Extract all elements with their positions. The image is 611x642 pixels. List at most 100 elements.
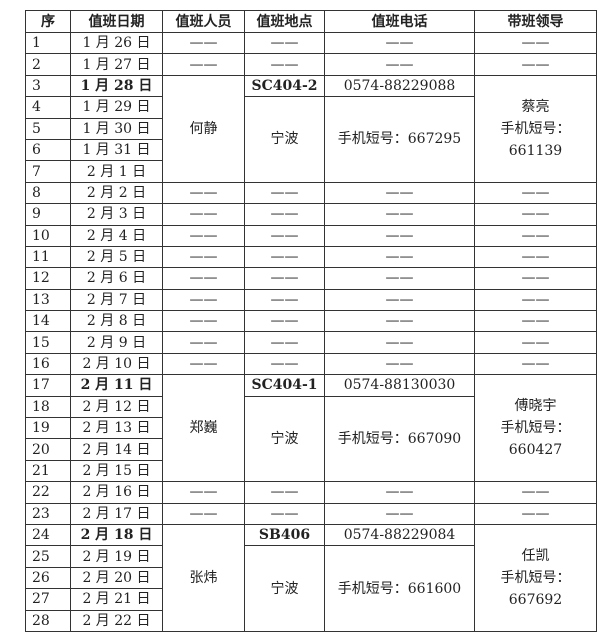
leader-cell: 傅晓宇 手机短号： 660427 bbox=[474, 374, 597, 483]
phone-empty: —— bbox=[324, 245, 475, 269]
location-empty: —— bbox=[244, 288, 325, 312]
location-empty: —— bbox=[244, 352, 325, 376]
leader-empty: —— bbox=[474, 481, 597, 504]
person-empty: —— bbox=[162, 203, 245, 226]
leader-empty: —— bbox=[474, 203, 597, 226]
row-number: 12 bbox=[25, 267, 71, 290]
person-empty: —— bbox=[162, 288, 245, 312]
row-number: 5 bbox=[25, 117, 71, 140]
table-row: 24 2 月 18 日张炜 SB406 0574-88229084 任凯 手机短号： 667… bbox=[25, 523, 597, 632]
duty-date: 2 月 14 日 bbox=[70, 438, 163, 461]
leader-name: 任凯 bbox=[521, 547, 550, 564]
row-number: 15 bbox=[25, 331, 71, 354]
leader-empty: —— bbox=[474, 502, 597, 525]
leader-empty: —— bbox=[474, 310, 597, 333]
duty-date: 2 月 7 日 bbox=[70, 288, 163, 312]
duty-date: 2 月 12 日 bbox=[70, 395, 163, 419]
duty-date: 2 月 10 日 bbox=[70, 352, 163, 376]
location-code: SC404-2 bbox=[244, 74, 325, 98]
short-phone: 手机短号：667295 bbox=[324, 96, 475, 183]
duty-location: 宁波 bbox=[244, 395, 325, 483]
header-location: 值班地点 bbox=[244, 10, 325, 33]
row-number: 1 bbox=[25, 31, 71, 55]
table-row: 22 2 月 16 日 —— —— —— —— bbox=[25, 481, 597, 504]
leader-empty: —— bbox=[474, 267, 597, 290]
person-empty: —— bbox=[162, 31, 245, 55]
row-number: 7 bbox=[25, 160, 71, 183]
row-number: 20 bbox=[25, 438, 71, 461]
row-number: 26 bbox=[25, 566, 71, 590]
leader-empty: —— bbox=[474, 31, 597, 55]
location-empty: —— bbox=[244, 245, 325, 269]
table-row: 21 2 月 15 日 bbox=[25, 459, 597, 483]
duty-date: 2 月 11 日 bbox=[70, 374, 163, 397]
duty-location: 宁波 bbox=[244, 545, 325, 632]
row-number: 13 bbox=[25, 288, 71, 312]
duty-date: 1 月 26 日 bbox=[70, 31, 163, 55]
person-empty: —— bbox=[162, 331, 245, 354]
phone-empty: —— bbox=[324, 203, 475, 226]
location-empty: —— bbox=[244, 31, 325, 55]
phone-empty: —— bbox=[324, 331, 475, 354]
phone-empty: —— bbox=[324, 181, 475, 205]
row-number: 2 bbox=[25, 53, 71, 76]
duty-location: 宁波 bbox=[244, 96, 325, 183]
leader-empty: —— bbox=[474, 224, 597, 247]
duty-date: 2 月 21 日 bbox=[70, 588, 163, 611]
person-empty: —— bbox=[162, 310, 245, 333]
row-number: 27 bbox=[25, 588, 71, 611]
location-empty: —— bbox=[244, 203, 325, 226]
row-number: 4 bbox=[25, 96, 71, 119]
leader-short-number: 661139 bbox=[508, 142, 563, 159]
row-number: 14 bbox=[25, 310, 71, 333]
duty-date: 2 月 5 日 bbox=[70, 245, 163, 269]
duty-date: 2 月 1 日 bbox=[70, 160, 163, 183]
location-empty: —— bbox=[244, 53, 325, 76]
location-code: SC404-1 bbox=[244, 374, 325, 397]
leader-empty: —— bbox=[474, 245, 597, 269]
phone-empty: —— bbox=[324, 267, 475, 290]
row-number: 28 bbox=[25, 609, 71, 632]
duty-date: 2 月 3 日 bbox=[70, 203, 163, 226]
leader-short-label: 手机短号： bbox=[500, 420, 571, 437]
duty-date: 1 月 27 日 bbox=[70, 53, 163, 76]
duty-date: 2 月 18 日 bbox=[70, 523, 163, 547]
phone-empty: —— bbox=[324, 310, 475, 333]
row-number: 18 bbox=[25, 395, 71, 419]
duty-date: 2 月 13 日 bbox=[70, 417, 163, 440]
header-leader: 带班领导 bbox=[474, 10, 597, 33]
row-number: 3 bbox=[25, 74, 71, 98]
table-row: 13 2 月 7 日 —— —— —— —— bbox=[25, 288, 597, 312]
table-row: 14 2 月 8 日 —— —— —— —— bbox=[25, 310, 597, 333]
duty-person: 张炜 bbox=[162, 523, 245, 632]
table-row: 28 2 月 22 日 bbox=[25, 609, 597, 632]
duty-person: 郑巍 bbox=[162, 374, 245, 483]
phone-empty: —— bbox=[324, 352, 475, 376]
row-number: 24 bbox=[25, 523, 71, 547]
duty-person: 何静 bbox=[162, 74, 245, 183]
duty-date: 2 月 9 日 bbox=[70, 331, 163, 354]
table-row: 17 2 月 11 日郑巍 SC404-1 0574-88130030 傅晓宇 手机短号：… bbox=[25, 374, 597, 483]
phone-empty: —— bbox=[324, 481, 475, 504]
duty-date: 2 月 15 日 bbox=[70, 459, 163, 483]
duty-date: 2 月 4 日 bbox=[70, 224, 163, 247]
header-no: 序 bbox=[25, 10, 71, 33]
duty-date: 2 月 20 日 bbox=[70, 566, 163, 590]
leader-name: 蔡亮 bbox=[521, 98, 550, 115]
table-row: 20 2 月 14 日 bbox=[25, 438, 597, 461]
phone-empty: —— bbox=[324, 502, 475, 525]
header-person: 值班人员 bbox=[162, 10, 245, 33]
location-empty: —— bbox=[244, 481, 325, 504]
location-empty: —— bbox=[244, 331, 325, 354]
header-phone: 值班电话 bbox=[324, 10, 475, 33]
duty-phone: 0574-88130030 bbox=[324, 374, 475, 397]
leader-empty: —— bbox=[474, 331, 597, 354]
row-number: 11 bbox=[25, 245, 71, 269]
leader-name: 傅晓宇 bbox=[514, 398, 557, 415]
table-row: 26 2 月 20 日 bbox=[25, 566, 597, 590]
duty-date: 1 月 29 日 bbox=[70, 96, 163, 119]
table-row: 27 2 月 21 日 bbox=[25, 588, 597, 611]
duty-date: 1 月 28 日 bbox=[70, 74, 163, 98]
